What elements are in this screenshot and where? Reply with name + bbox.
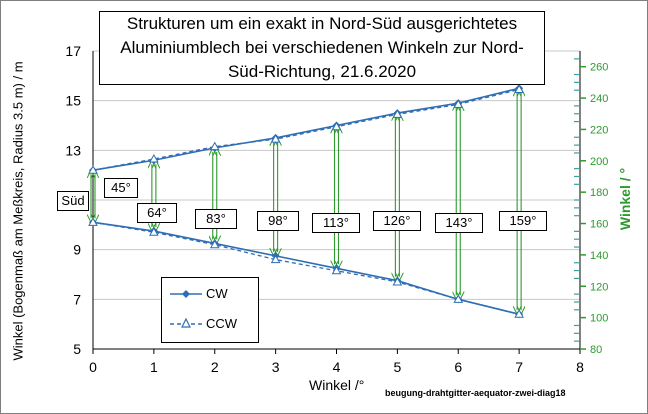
y-right-tick-5: 180 [590,187,608,199]
y-right-tick-4: 160 [590,219,608,231]
x-tick-label-2: 2 [211,359,219,375]
cw-lower-line [92,221,520,316]
y-left-tick-6: 17 [65,43,81,59]
ccw-upper-point-4 [331,121,342,131]
x-tick-label-5: 5 [393,359,401,375]
ccw-lower-point-6 [453,294,464,303]
y-left-tick-5: 15 [65,93,81,109]
angle-label-3: 98° [257,211,299,231]
ccw-lower-point-1 [149,227,159,236]
x-tick-label-8: 8 [576,359,584,375]
legend: CW CCW [161,277,259,343]
angle-label-1: 64° [137,203,177,223]
angle-label-2: 83° [195,209,237,229]
ccw-lower-point-3 [270,254,281,264]
angle-label-6: 143° [435,213,483,233]
ccw-lower-point-7 [514,309,524,318]
y-axis-left-label: Winkel (Bogenmaß am Meßkreis, Radius 3.5… [10,61,26,361]
ccw-upper-line [92,88,520,171]
ccw-upper-point-6 [453,99,464,108]
y-right-tick-7: 220 [590,124,608,136]
x-axis-label: Winkel /° [309,377,365,393]
south-label: Süd [57,191,89,211]
x-tick-label-7: 7 [515,359,523,375]
y-left-tick-1: 7 [73,291,81,307]
legend-ccw-label: CCW [206,316,238,331]
ccw-lower-line [92,221,520,315]
legend-ccw-marker [170,317,202,328]
y-left-tick-4: 13 [65,142,81,158]
credit-text: beugung-drahtgitter-aequator-zwei-diag18 [385,388,566,398]
x-tick-label-1: 1 [150,359,158,375]
angle-label-4: 113° [312,213,360,233]
chart-title: Strukturen um ein exakt in Nord-Süd ausg… [99,11,545,85]
legend-cw-marker [170,290,202,298]
cw-upper-line [92,87,520,171]
ccw-lower-point-4 [331,265,342,275]
y-axis-right-label: Winkel / ° [617,167,633,231]
legend-cw-label: CW [206,286,228,301]
x-tick-label-0: 0 [89,359,97,375]
y-right-tick-3: 140 [590,250,608,262]
ccw-upper-point-5 [392,109,403,118]
ccw-upper-point-3 [270,134,281,143]
y-right-tick-6: 200 [590,156,608,168]
y-right-tick-1: 100 [590,313,608,325]
y-right-tick-0: 80 [590,344,602,356]
ccw-upper-point-7 [514,84,524,93]
y-right-tick-2: 120 [590,281,608,293]
ccw-lower-point-5 [392,276,403,286]
ccw-lower-point-2 [209,239,220,249]
angle-label-5: 126° [373,211,421,231]
ccw-upper-point-0 [88,165,98,174]
angle-label-7: 159° [499,211,547,231]
x-tick-label-3: 3 [272,359,280,375]
ccw-upper-point-1 [149,154,159,163]
angle-label-0: 45° [104,178,138,198]
x-tick-label-6: 6 [454,359,462,375]
y-left-tick-0: 5 [73,341,81,357]
y-left-tick-2: 9 [73,242,81,258]
ccw-upper-point-2 [209,141,220,151]
ccw-lower-point-0 [88,217,98,226]
x-tick-label-4: 4 [333,359,341,375]
y-right-tick-8: 240 [590,93,608,105]
y-right-tick-9: 260 [590,62,608,74]
